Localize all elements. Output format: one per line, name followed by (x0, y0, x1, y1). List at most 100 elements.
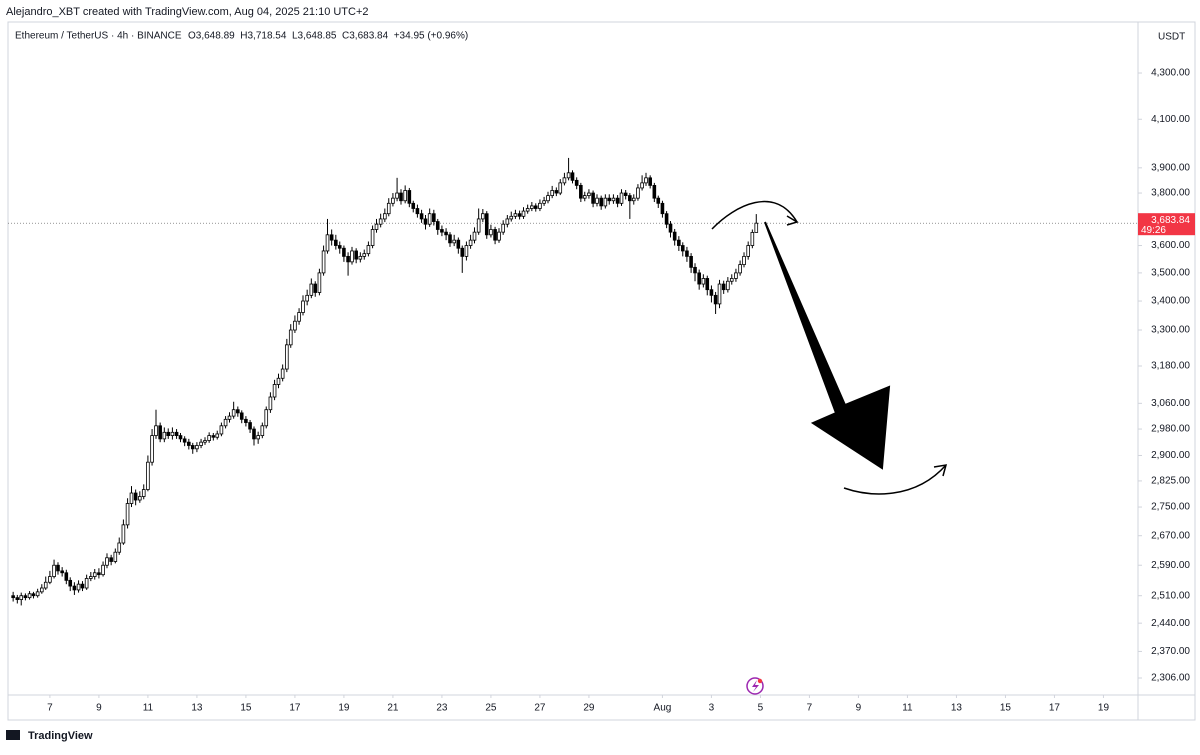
candle-body (19, 595, 24, 600)
candle-body (84, 578, 89, 589)
candle-body (664, 213, 669, 225)
candle-body (419, 213, 424, 220)
candle-body (223, 418, 228, 427)
x-tick-label: 7 (807, 703, 813, 714)
candle-body (721, 283, 726, 291)
candle-body (52, 564, 56, 577)
candle-body (321, 250, 326, 274)
candle-body (415, 208, 420, 215)
annotation-big-arrow (764, 221, 891, 470)
candle-body (325, 234, 330, 252)
currency: USDT (1158, 32, 1185, 43)
y-tick-label: 3,600.00 (1151, 240, 1190, 251)
candle-body (668, 223, 673, 233)
candle-body (460, 247, 465, 257)
candle-body (219, 425, 224, 435)
candle-body (582, 195, 587, 199)
candle-body (215, 433, 220, 438)
candle-body (448, 234, 452, 244)
candle-body (125, 503, 130, 526)
candle-body (317, 272, 322, 293)
candle-body (484, 213, 489, 236)
candle-body (227, 415, 232, 420)
plot-area: 2,306.00 2,370.00 2,440.00 2,510.00 2,590.00… (8, 68, 1195, 714)
candle-body (603, 197, 608, 207)
candle-body (154, 425, 158, 436)
y-tick-label: 3,800.00 (1151, 188, 1190, 199)
candle-body (334, 239, 338, 246)
candle-body (190, 445, 195, 450)
candle-body (101, 564, 105, 576)
candle-body (729, 278, 734, 282)
credit: Alejandro_XBT created with TradingView.c… (6, 6, 369, 18)
candle-body (383, 213, 387, 220)
candle-body (570, 172, 575, 181)
candle-body (366, 245, 371, 255)
candle-body (297, 312, 301, 322)
watermark: TradingView (28, 730, 93, 742)
candle-body (97, 572, 101, 576)
candle-body (542, 200, 546, 204)
y-tick-label: 2,306.00 (1151, 673, 1190, 684)
candle-body (166, 431, 171, 436)
candle-body (199, 441, 203, 446)
candle-body (346, 255, 350, 263)
x-tick-label: 17 (1049, 703, 1061, 714)
candle-body (697, 272, 701, 285)
candle-body (158, 425, 162, 440)
y-tick-label: 2,440.00 (1151, 618, 1190, 629)
candle-body (76, 583, 81, 591)
candle-body (293, 320, 297, 331)
candle-body (68, 579, 73, 587)
candle-body (239, 412, 244, 420)
candle-body (628, 195, 632, 202)
candle-body (342, 247, 346, 257)
x-tick-label: 13 (951, 703, 963, 714)
x-tick-label: 7 (47, 703, 53, 714)
candle-body (174, 431, 179, 436)
candle-body (305, 294, 309, 302)
candle-body (56, 564, 60, 572)
candle-body (354, 250, 358, 260)
candle-body (187, 441, 191, 446)
candle-body (648, 177, 652, 186)
price-tag-label: 3,683.84 (1151, 215, 1190, 226)
candle-body (746, 245, 750, 257)
candle-body (92, 572, 97, 577)
candle-body (607, 197, 612, 202)
x-tick-label: 11 (143, 703, 154, 714)
candle-body (693, 266, 697, 274)
candle-body (231, 409, 236, 417)
candle-body (178, 435, 183, 440)
candle-body (550, 190, 554, 197)
y-tick-label: 3,500.00 (1151, 268, 1190, 279)
candle-body (182, 438, 187, 443)
candle-body (717, 283, 722, 305)
candle-body (121, 524, 126, 544)
candle-body (468, 239, 473, 246)
lightning-icon[interactable] (746, 677, 764, 695)
candle-body (31, 593, 36, 597)
candle-body (538, 202, 542, 209)
candle-body (141, 489, 146, 497)
y-tick-label: 4,100.00 (1151, 114, 1190, 125)
candle-body (611, 197, 616, 202)
candle-body (701, 278, 706, 285)
y-tick-label: 2,590.00 (1151, 560, 1190, 571)
y-tick-label: 3,300.00 (1151, 325, 1190, 336)
candle-body (362, 253, 367, 257)
candle-body (476, 218, 481, 233)
candle-body (272, 384, 277, 398)
candle-body (280, 368, 285, 379)
candle-body (40, 587, 44, 593)
annotation-curve (843, 464, 947, 495)
x-tick-label: 9 (96, 703, 102, 714)
candle-body (595, 197, 599, 204)
candle-body (378, 218, 383, 225)
x-tick-label: 29 (583, 703, 595, 714)
y-tick-label: 2,670.00 (1151, 530, 1190, 541)
candle-body (631, 197, 636, 202)
candle-body (329, 234, 334, 241)
x-tick-label: 3 (709, 703, 715, 714)
